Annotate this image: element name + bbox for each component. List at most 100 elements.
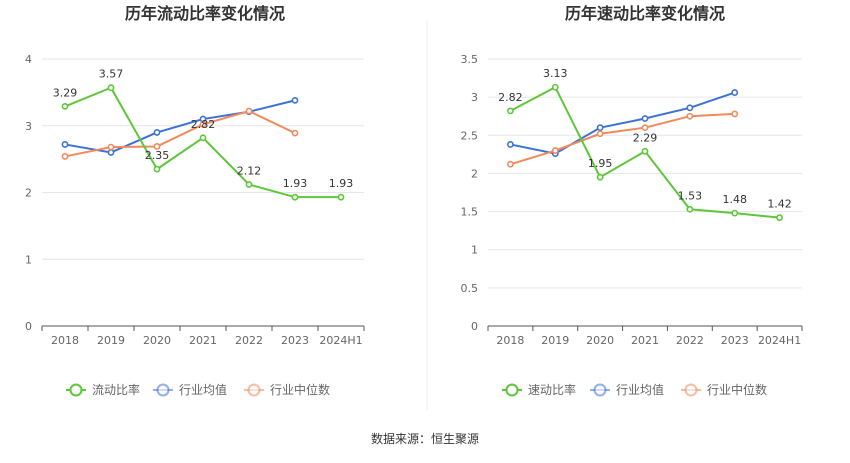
data-label: 3.29 — [53, 86, 78, 99]
data-label: 2.82 — [498, 91, 523, 104]
series-point-0[interactable] — [507, 107, 514, 115]
x-tick-label: 2018 — [51, 334, 79, 347]
x-tick-label: 2024H1 — [758, 334, 801, 347]
series-line-1 — [64, 99, 296, 154]
series-point-0[interactable] — [199, 134, 207, 142]
series-point-1[interactable] — [61, 141, 69, 148]
data-label: 3.57 — [99, 68, 124, 81]
legend-marker — [505, 383, 519, 397]
series-point-2[interactable] — [107, 143, 115, 151]
series-point-0[interactable] — [61, 102, 69, 110]
series-point-0[interactable] — [551, 83, 559, 91]
series-point-1[interactable] — [686, 104, 694, 112]
series-point-2[interactable] — [245, 107, 253, 115]
legend-label: 速动比率 — [528, 382, 576, 397]
x-tick-label: 2021 — [189, 334, 217, 347]
legend-marker — [684, 383, 698, 397]
series-point-0[interactable] — [107, 84, 115, 92]
series-point-2[interactable] — [731, 110, 739, 118]
series-point-0[interactable] — [641, 147, 649, 155]
series-point-1[interactable] — [731, 89, 739, 96]
legend-item-2[interactable]: 行业中位数 — [681, 382, 767, 397]
data-label: 3.13 — [543, 67, 568, 80]
data-label: 1.48 — [722, 193, 747, 206]
chart-title: 历年速动比率变化情况 — [565, 4, 725, 23]
series-point-2[interactable] — [61, 153, 69, 160]
y-tick-label: 1 — [25, 253, 32, 266]
legend-label: 行业均值 — [616, 382, 664, 397]
y-tick-label: 3.5 — [461, 53, 479, 66]
x-tick-label: 2020 — [586, 334, 614, 347]
series-point-0[interactable] — [776, 214, 783, 222]
y-tick-label: 1.5 — [461, 206, 479, 219]
series-point-2[interactable] — [153, 143, 161, 150]
y-tick-label: 2 — [471, 167, 478, 180]
series-point-2[interactable] — [641, 124, 649, 132]
series-point-1[interactable] — [291, 96, 299, 104]
data-label: 1.53 — [678, 189, 703, 202]
series-point-0[interactable] — [596, 173, 604, 181]
y-tick-label: 0.5 — [461, 282, 479, 295]
y-tick-label: 3 — [471, 91, 478, 104]
legend-item-0[interactable]: 流动比率 — [66, 382, 140, 397]
series-line-2 — [64, 109, 296, 158]
legend-label: 行业均值 — [179, 382, 227, 397]
series-point-0[interactable] — [686, 205, 694, 213]
series-point-0[interactable] — [245, 181, 253, 188]
y-tick-label: 0 — [471, 320, 478, 333]
x-tick-label: 2023 — [721, 334, 749, 347]
series-point-2[interactable] — [291, 129, 299, 137]
series-point-2[interactable] — [686, 112, 694, 120]
x-tick-label: 2022 — [235, 334, 263, 347]
series-point-0[interactable] — [153, 165, 161, 173]
y-tick-label: 2.5 — [461, 129, 479, 142]
legend-label: 行业中位数 — [270, 382, 330, 397]
series-line-2 — [510, 112, 735, 166]
series-point-1[interactable] — [107, 149, 115, 156]
series-point-0[interactable] — [337, 193, 345, 201]
legend-marker — [156, 383, 170, 397]
chart-title: 历年流动比率变化情况 — [125, 4, 285, 23]
series-point-1[interactable] — [641, 115, 649, 122]
series-point-2[interactable] — [507, 160, 514, 168]
legend-marker — [69, 383, 83, 397]
data-label: 1.95 — [588, 157, 613, 170]
y-tick-label: 0 — [25, 320, 32, 333]
series-point-0[interactable] — [291, 193, 299, 201]
data-label: 2.12 — [237, 164, 262, 177]
x-tick-label: 2019 — [97, 334, 125, 347]
legend-item-0[interactable]: 速动比率 — [502, 382, 576, 397]
data-label: 2.82 — [191, 118, 216, 131]
series-point-2[interactable] — [199, 121, 207, 128]
series-point-1[interactable] — [596, 124, 604, 132]
y-tick-label: 2 — [25, 187, 32, 200]
legend-item-1[interactable]: 行业均值 — [153, 382, 227, 397]
data-label: 2.29 — [633, 131, 658, 144]
legend-marker — [247, 383, 261, 397]
series-point-0[interactable] — [731, 209, 739, 217]
data-label: 2.35 — [145, 149, 170, 162]
y-tick-label: 4 — [25, 53, 32, 66]
data-label: 1.93 — [329, 177, 354, 190]
y-tick-label: 1 — [471, 244, 478, 257]
legend-marker — [593, 383, 607, 397]
legend-item-2[interactable]: 行业中位数 — [244, 382, 330, 397]
legend-item-1[interactable]: 行业均值 — [590, 382, 664, 397]
x-tick-label: 2021 — [631, 334, 659, 347]
x-tick-label: 2019 — [541, 334, 569, 347]
series-point-2[interactable] — [551, 147, 559, 154]
y-tick-label: 3 — [25, 120, 32, 133]
data-label: 1.93 — [283, 177, 308, 190]
legend-label: 行业中位数 — [707, 382, 767, 397]
x-tick-label: 2023 — [281, 334, 309, 347]
data-label: 1.42 — [767, 198, 792, 211]
quick-ratio-chart: 历年速动比率变化情况 0 0.5 1 1.5 2 2.5 3 3.5 2018 2019 2020 20… — [461, 4, 803, 397]
x-tick-label: 2024H1 — [319, 334, 362, 347]
series-point-1[interactable] — [507, 141, 514, 148]
x-tick-label: 2018 — [496, 334, 524, 347]
series-point-2[interactable] — [596, 130, 604, 138]
x-tick-label: 2020 — [143, 334, 171, 347]
series-point-1[interactable] — [153, 129, 161, 136]
